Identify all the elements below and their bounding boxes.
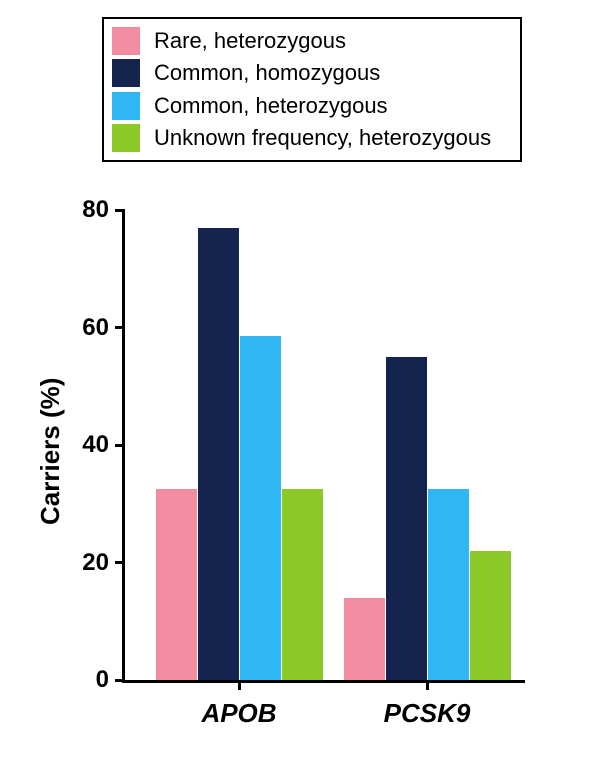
bar <box>240 336 281 680</box>
x-category-label: APOB <box>159 698 319 729</box>
y-tick-label: 40 <box>59 431 109 459</box>
y-tick: 20 <box>55 548 125 578</box>
y-tick-label: 60 <box>59 314 109 342</box>
bar <box>470 551 511 680</box>
bar <box>156 489 197 680</box>
legend-box: Rare, heterozygous Common, homozygous Comm… <box>102 17 522 162</box>
y-tick-mark <box>115 444 125 447</box>
plot-area: 020406080 <box>125 210 525 680</box>
legend-label: Common, homozygous <box>154 60 380 86</box>
y-tick-mark <box>115 209 125 212</box>
y-tick-mark <box>115 326 125 329</box>
legend-item: Common, homozygous <box>112 59 512 87</box>
legend-item: Unknown frequency, heterozygous <box>112 124 512 152</box>
bar <box>386 357 427 680</box>
bar <box>344 598 385 680</box>
legend-item: Rare, heterozygous <box>112 27 512 55</box>
legend-item: Common, heterozygous <box>112 92 512 120</box>
y-tick: 0 <box>55 665 125 695</box>
y-tick-label: 0 <box>59 666 109 694</box>
y-tick: 60 <box>55 313 125 343</box>
bar <box>282 489 323 680</box>
y-tick: 40 <box>55 430 125 460</box>
bar <box>198 228 239 680</box>
y-tick-label: 20 <box>59 549 109 577</box>
y-tick-label: 80 <box>59 196 109 224</box>
y-tick-mark <box>115 561 125 564</box>
x-axis-line <box>122 680 525 683</box>
x-tick-mark <box>238 680 241 690</box>
chart-page: { "chart": { "type": "bar", "background_… <box>0 0 591 762</box>
bar <box>428 489 469 680</box>
legend-swatch <box>112 59 140 87</box>
legend-label: Common, heterozygous <box>154 93 388 119</box>
legend-label: Rare, heterozygous <box>154 28 346 54</box>
legend-swatch <box>112 92 140 120</box>
legend-label: Unknown frequency, heterozygous <box>154 125 491 151</box>
x-tick-mark <box>426 680 429 690</box>
legend-swatch <box>112 124 140 152</box>
x-category-label: PCSK9 <box>347 698 507 729</box>
y-tick-mark <box>115 679 125 682</box>
legend-swatch <box>112 27 140 55</box>
y-tick: 80 <box>55 195 125 225</box>
